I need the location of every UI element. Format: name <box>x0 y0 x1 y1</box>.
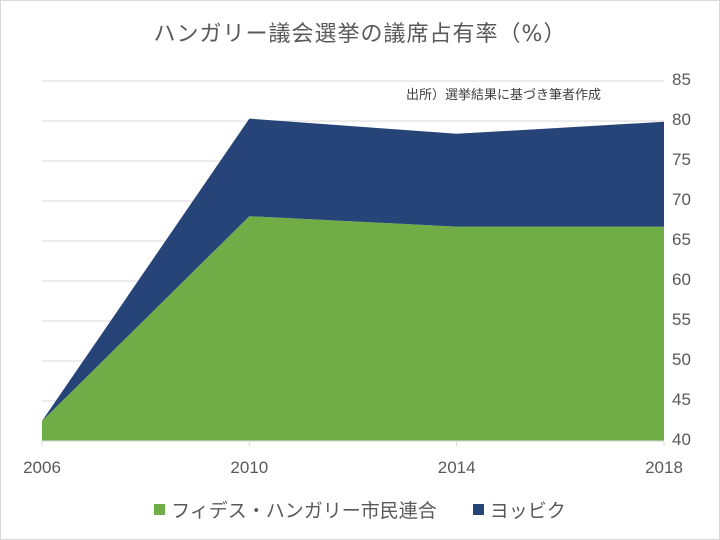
y-tick-label: 75 <box>672 150 691 169</box>
y-tick-label: 80 <box>672 110 691 129</box>
y-tick-label: 50 <box>672 350 691 369</box>
chart-title: ハンガリー議会選挙の議席占有率（%） <box>153 22 567 47</box>
x-tick-label: 2018 <box>645 458 683 477</box>
source-annotation: 出所）選挙結果に基づき筆者作成 <box>404 84 604 103</box>
legend-swatch-blue-icon <box>472 504 484 515</box>
y-tick-label: 60 <box>672 270 691 289</box>
legend-item-jobbik[interactable]: ヨッビク <box>472 496 566 523</box>
y-tick-label: 55 <box>672 310 691 329</box>
area-series-jobbik <box>42 118 664 421</box>
y-tick-label: 40 <box>672 430 691 449</box>
y-tick-label: 45 <box>672 390 691 409</box>
legend-label: ヨッビク <box>489 500 566 522</box>
legend-swatch-green-icon <box>154 504 166 515</box>
legend: フィデス・ハンガリー市民連合 ヨッビク <box>0 496 720 523</box>
x-tick-label: 2014 <box>437 458 476 477</box>
y-tick-label: 70 <box>672 190 691 209</box>
y-tick-label: 85 <box>672 70 691 89</box>
x-tick-label: 2010 <box>230 458 269 477</box>
legend-label: フィデス・ハンガリー市民連合 <box>171 500 437 522</box>
y-tick-label: 65 <box>672 230 691 249</box>
legend-item-fidesz[interactable]: フィデス・ハンガリー市民連合 <box>154 496 437 523</box>
x-axis <box>41 440 665 446</box>
x-tick-label: 2006 <box>23 458 61 477</box>
area-series-fidesz <box>42 216 664 441</box>
